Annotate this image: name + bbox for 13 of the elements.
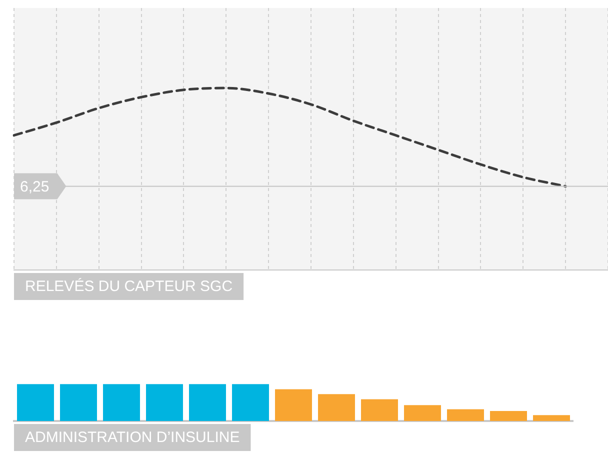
bar [447, 409, 484, 421]
bar [533, 415, 570, 421]
bar [189, 384, 226, 421]
bar [404, 405, 441, 421]
bar [146, 384, 183, 421]
bar [103, 384, 140, 421]
bar [490, 411, 527, 421]
bar [17, 384, 54, 421]
bar [275, 389, 312, 421]
bar [232, 384, 269, 421]
bar [60, 384, 97, 421]
bar [318, 394, 355, 421]
bar [361, 399, 398, 421]
